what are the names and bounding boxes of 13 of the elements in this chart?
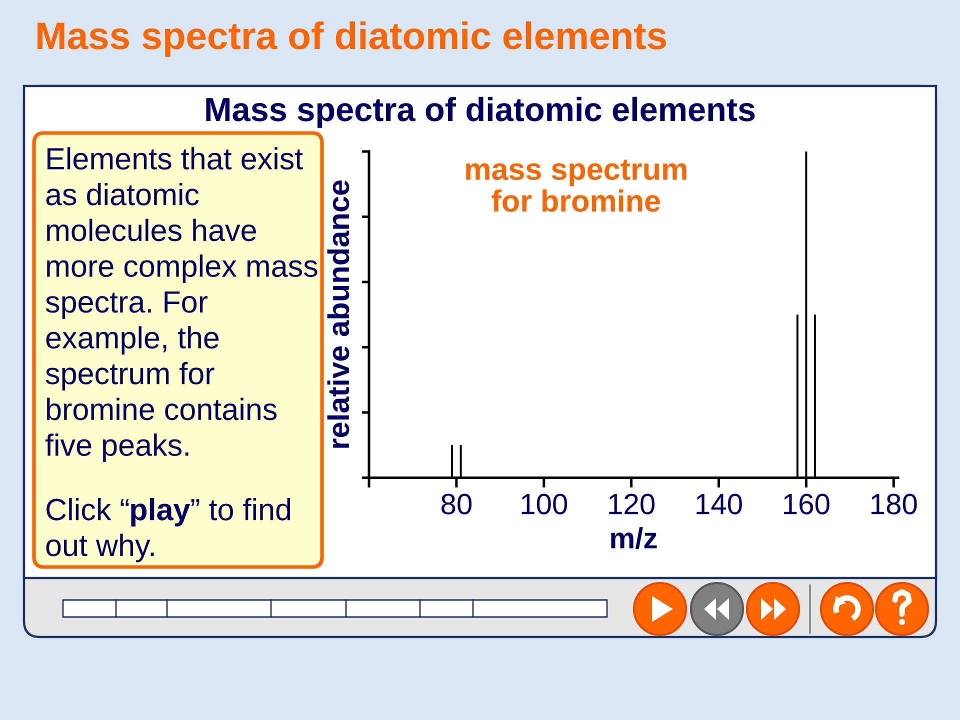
- x-tick-label: 140: [696, 494, 742, 514]
- x-tick-label: 100: [522, 494, 568, 514]
- chart-subtitle: Mass spectra of diatomic elements: [206, 96, 755, 128]
- y-axis-title: relative abundance: [327, 180, 350, 448]
- chart-title: Mass spectra of diatomic elements: [38, 21, 666, 57]
- x-tick-label: 80: [441, 494, 472, 514]
- x-axis-title: m/z: [611, 527, 657, 549]
- text: Click “play” to find out why.: [46, 498, 290, 562]
- x-tick-label: 120: [609, 494, 655, 514]
- x-tick-label: 180: [872, 494, 917, 514]
- annotation: mass spectrum for bromine: [466, 160, 686, 212]
- x-tick-label: 160: [784, 494, 830, 514]
- text: Elements that exist as diatomic molecules have more complex mass spectra. For example, the spectrum for bromine contains five peaks.: [45, 147, 318, 462]
